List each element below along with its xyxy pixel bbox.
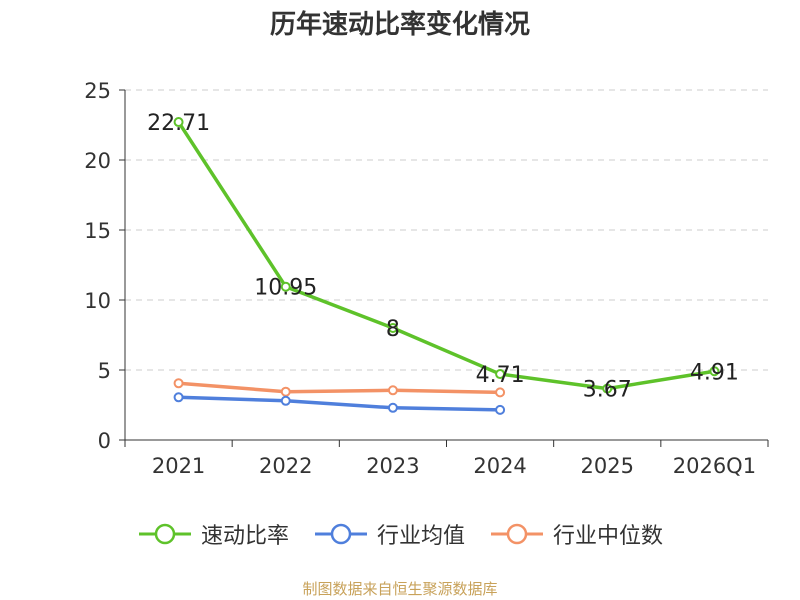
data-label: 4.71 [476, 363, 525, 388]
legend-line-circle-icon [491, 523, 543, 545]
data-point [387, 323, 398, 333]
legend-item[interactable]: 行业中位数 [489, 518, 663, 550]
x-tick-label: 2021 [152, 454, 205, 478]
gridlines [125, 89, 768, 371]
series-lines [173, 117, 720, 415]
legend-label: 行业均值 [376, 524, 465, 549]
data-point [280, 386, 291, 397]
data-point [495, 369, 506, 380]
x-tick-label: 2026Q1 [673, 454, 756, 478]
data-label: 22.71 [147, 111, 210, 136]
legend: 速动比率 行业均值 行业中位数 [0, 518, 800, 550]
data-label: 3.67 [583, 378, 632, 403]
y-tick-label: 25 [84, 79, 111, 103]
source-note: 制图数据来自恒生聚源数据库 [302, 580, 498, 598]
legend-label: 行业中位数 [553, 524, 664, 549]
data-point [173, 378, 184, 389]
data-labels: 22.71 10.95 8 4.71 3.67 4.91 [147, 111, 739, 403]
data-label: 8 [386, 317, 400, 342]
legend-label: 速动比率 [200, 524, 289, 549]
data-point [280, 281, 291, 292]
data-point [495, 404, 506, 415]
series-line [178, 395, 501, 412]
legend-line-circle-icon [138, 523, 191, 545]
legend-item[interactable]: 行业均值 [313, 518, 465, 550]
data-point [387, 402, 398, 413]
x-tick-label: 2022 [259, 454, 312, 478]
y-tick-label: 10 [84, 289, 111, 313]
y-tick-label: 15 [84, 219, 111, 243]
x-tick-label: 2025 [581, 454, 634, 478]
legend-circle [506, 523, 528, 545]
legend-circle [154, 523, 176, 545]
legend-item[interactable]: 速动比率 [137, 518, 289, 550]
y-tick-label: 0 [98, 429, 111, 453]
y-tick-label: 5 [98, 359, 111, 383]
series-line [178, 381, 501, 395]
data-label: 4.91 [690, 360, 739, 385]
data-point [280, 395, 291, 406]
data-point [495, 387, 506, 398]
chart-title: 历年速动比率变化情况 [269, 10, 530, 40]
data-point [173, 392, 184, 403]
data-point [709, 366, 720, 377]
x-tick-label: 2024 [473, 454, 526, 478]
x-tick-label: 2023 [366, 454, 419, 478]
y-tick-label: 20 [84, 149, 111, 173]
data-point [602, 383, 613, 394]
data-label: 10.95 [254, 276, 317, 301]
data-point [387, 385, 398, 396]
legend-line-circle-icon [314, 523, 367, 545]
legend-circle [330, 523, 352, 545]
data-point [173, 117, 184, 128]
series-line [177, 121, 715, 391]
